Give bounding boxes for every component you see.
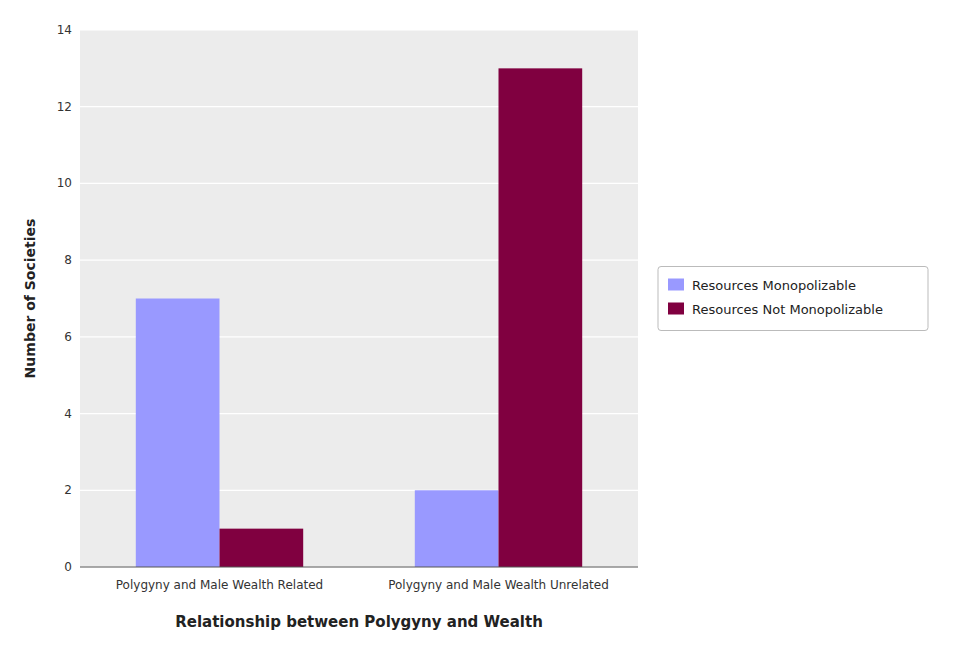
- legend: Resources Monopolizable Resources Not Mon…: [658, 267, 928, 331]
- legend-swatch: [668, 279, 684, 291]
- grid-line: [80, 29, 638, 30]
- y-tick-label: 2: [64, 483, 72, 497]
- bars: [136, 68, 582, 567]
- y-axis-label: Number of Societies: [22, 219, 38, 379]
- bar: [136, 299, 220, 568]
- x-axis-line: [80, 567, 638, 568]
- y-tick-label: 12: [57, 100, 72, 114]
- y-tick-label: 6: [64, 330, 72, 344]
- y-tick-label: 0: [64, 560, 72, 574]
- y-tick-label: 8: [64, 253, 72, 267]
- x-tick-label: Polygyny and Male Wealth Unrelated: [388, 578, 609, 592]
- legend-label: Resources Monopolizable: [692, 278, 856, 293]
- x-tick-label: Polygyny and Male Wealth Related: [116, 578, 323, 592]
- bar: [415, 490, 499, 567]
- y-tick-label: 14: [57, 23, 72, 37]
- chart-container: 0 2 4 6 8 10 12 14 Polygyny and Male Wealth Rela…: [0, 0, 958, 657]
- chart-svg: 0 2 4 6 8 10 12 14 Polygyny and Male Wealth Rela…: [0, 0, 958, 657]
- bar: [499, 68, 583, 567]
- y-tick-label: 4: [64, 407, 72, 421]
- grid: [80, 30, 638, 567]
- x-axis-label: Relationship between Polygyny and Wealth: [175, 613, 543, 631]
- grid-line: [80, 566, 638, 567]
- legend-swatch: [668, 303, 684, 315]
- legend-frame: [658, 267, 928, 331]
- y-tick-label: 10: [57, 176, 72, 190]
- legend-label: Resources Not Monopolizable: [692, 302, 883, 317]
- plot-background: [80, 30, 638, 567]
- bar: [220, 529, 304, 567]
